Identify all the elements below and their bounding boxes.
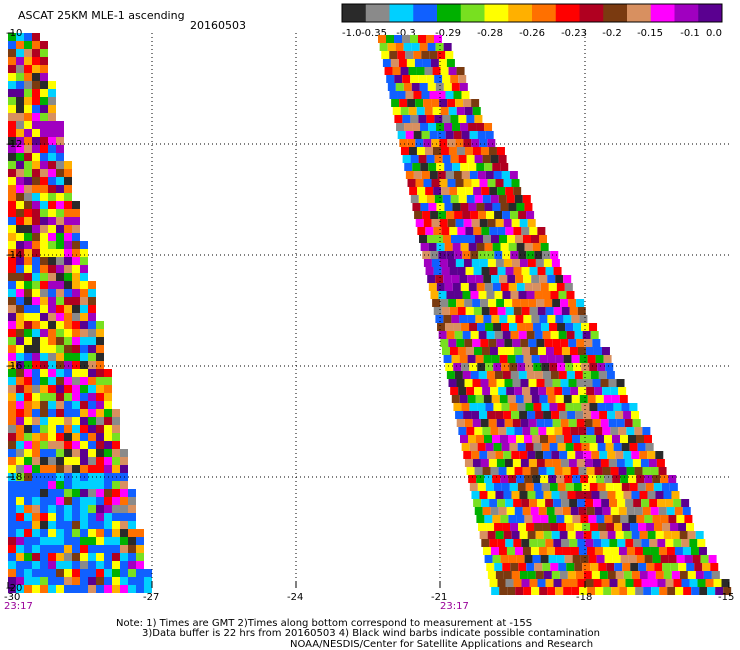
colorbar-tick-label: -0.15 (637, 28, 663, 39)
colorbar-tick-label: -0.1 (680, 28, 700, 39)
lon-label-27: -27 (143, 592, 160, 603)
colorbar-tick-label: -0.26 (519, 28, 545, 39)
product-title: ASCAT 25KM MLE-1 ascending (18, 9, 185, 22)
colorbar-segment (508, 4, 533, 22)
lat-label-20: -20 (6, 583, 23, 594)
colorbar-segment (603, 4, 628, 22)
lat-label-16: -16 (6, 361, 23, 372)
note-line-1: Note: 1) Times are GMT 2)Times along bot… (116, 618, 533, 629)
colorbar-tick-label: -1.0 (342, 28, 362, 39)
lon-label-30: -30 (4, 592, 21, 603)
pass-time-right: 23:17 (440, 601, 469, 612)
lat-label-12: -12 (6, 139, 23, 150)
lon-label-15: -15 (718, 592, 735, 603)
pass-time-left: 23:17 (4, 601, 33, 612)
note-line-3: NOAA/NESDIS/Center for Satellite Applica… (290, 639, 594, 650)
colorbar-tick-label: -0.29 (435, 28, 461, 39)
colorbar-segment (650, 4, 675, 22)
lat-label-14: -14 (6, 250, 23, 261)
colorbar-segment (365, 4, 390, 22)
colorbar-tick-label: -0.28 (477, 28, 503, 39)
colorbar-segment (484, 4, 509, 22)
note-line-2: 3)Data buffer is 22 hrs from 20160503 4)… (142, 628, 600, 639)
colorbar-segment (460, 4, 485, 22)
lat-lon-grid (7, 32, 730, 589)
colorbar-segment (532, 4, 557, 22)
colorbar-segment (342, 4, 367, 22)
wind-swaths (8, 33, 732, 595)
colorbar-segment (555, 4, 580, 22)
colorbar: -1.0 -0.35 -0.3 -0.29 -0.28 -0.26 -0.23 -0.2 -0.… (341, 3, 723, 39)
lon-label-18: -18 (576, 592, 593, 603)
colorbar-segment (437, 4, 462, 22)
colorbar-tick-label: 0.0 (706, 28, 722, 39)
lon-label-24: -24 (287, 592, 304, 603)
colorbar-segment (413, 4, 438, 22)
lon-label-21: -21 (431, 592, 448, 603)
colorbar-segment (674, 4, 699, 22)
colorbar-tick-label: -0.35 (361, 28, 387, 39)
lat-label-18: -18 (6, 472, 23, 483)
colorbar-tick-label: -0.23 (561, 28, 587, 39)
colorbar-segment (579, 4, 604, 22)
colorbar-frame (341, 3, 723, 23)
colorbar-tick-label: -0.3 (396, 28, 416, 39)
colorbar-segment (389, 4, 414, 22)
product-date: 20160503 (190, 19, 246, 32)
lat-label-10: -10 (6, 28, 23, 39)
colorbar-segment (698, 4, 723, 22)
colorbar-segment (627, 4, 652, 22)
colorbar-tick-label: -0.2 (602, 28, 622, 39)
